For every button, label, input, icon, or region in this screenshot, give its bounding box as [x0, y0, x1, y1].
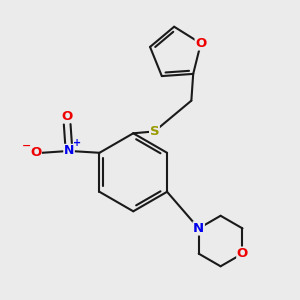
Text: O: O — [30, 146, 41, 159]
Text: N: N — [64, 144, 74, 158]
Text: O: O — [195, 37, 206, 50]
Text: O: O — [237, 247, 248, 260]
Text: −: − — [22, 141, 32, 151]
Text: O: O — [61, 110, 73, 122]
Text: N: N — [193, 222, 204, 235]
Text: S: S — [150, 125, 159, 138]
Text: +: + — [73, 138, 81, 148]
